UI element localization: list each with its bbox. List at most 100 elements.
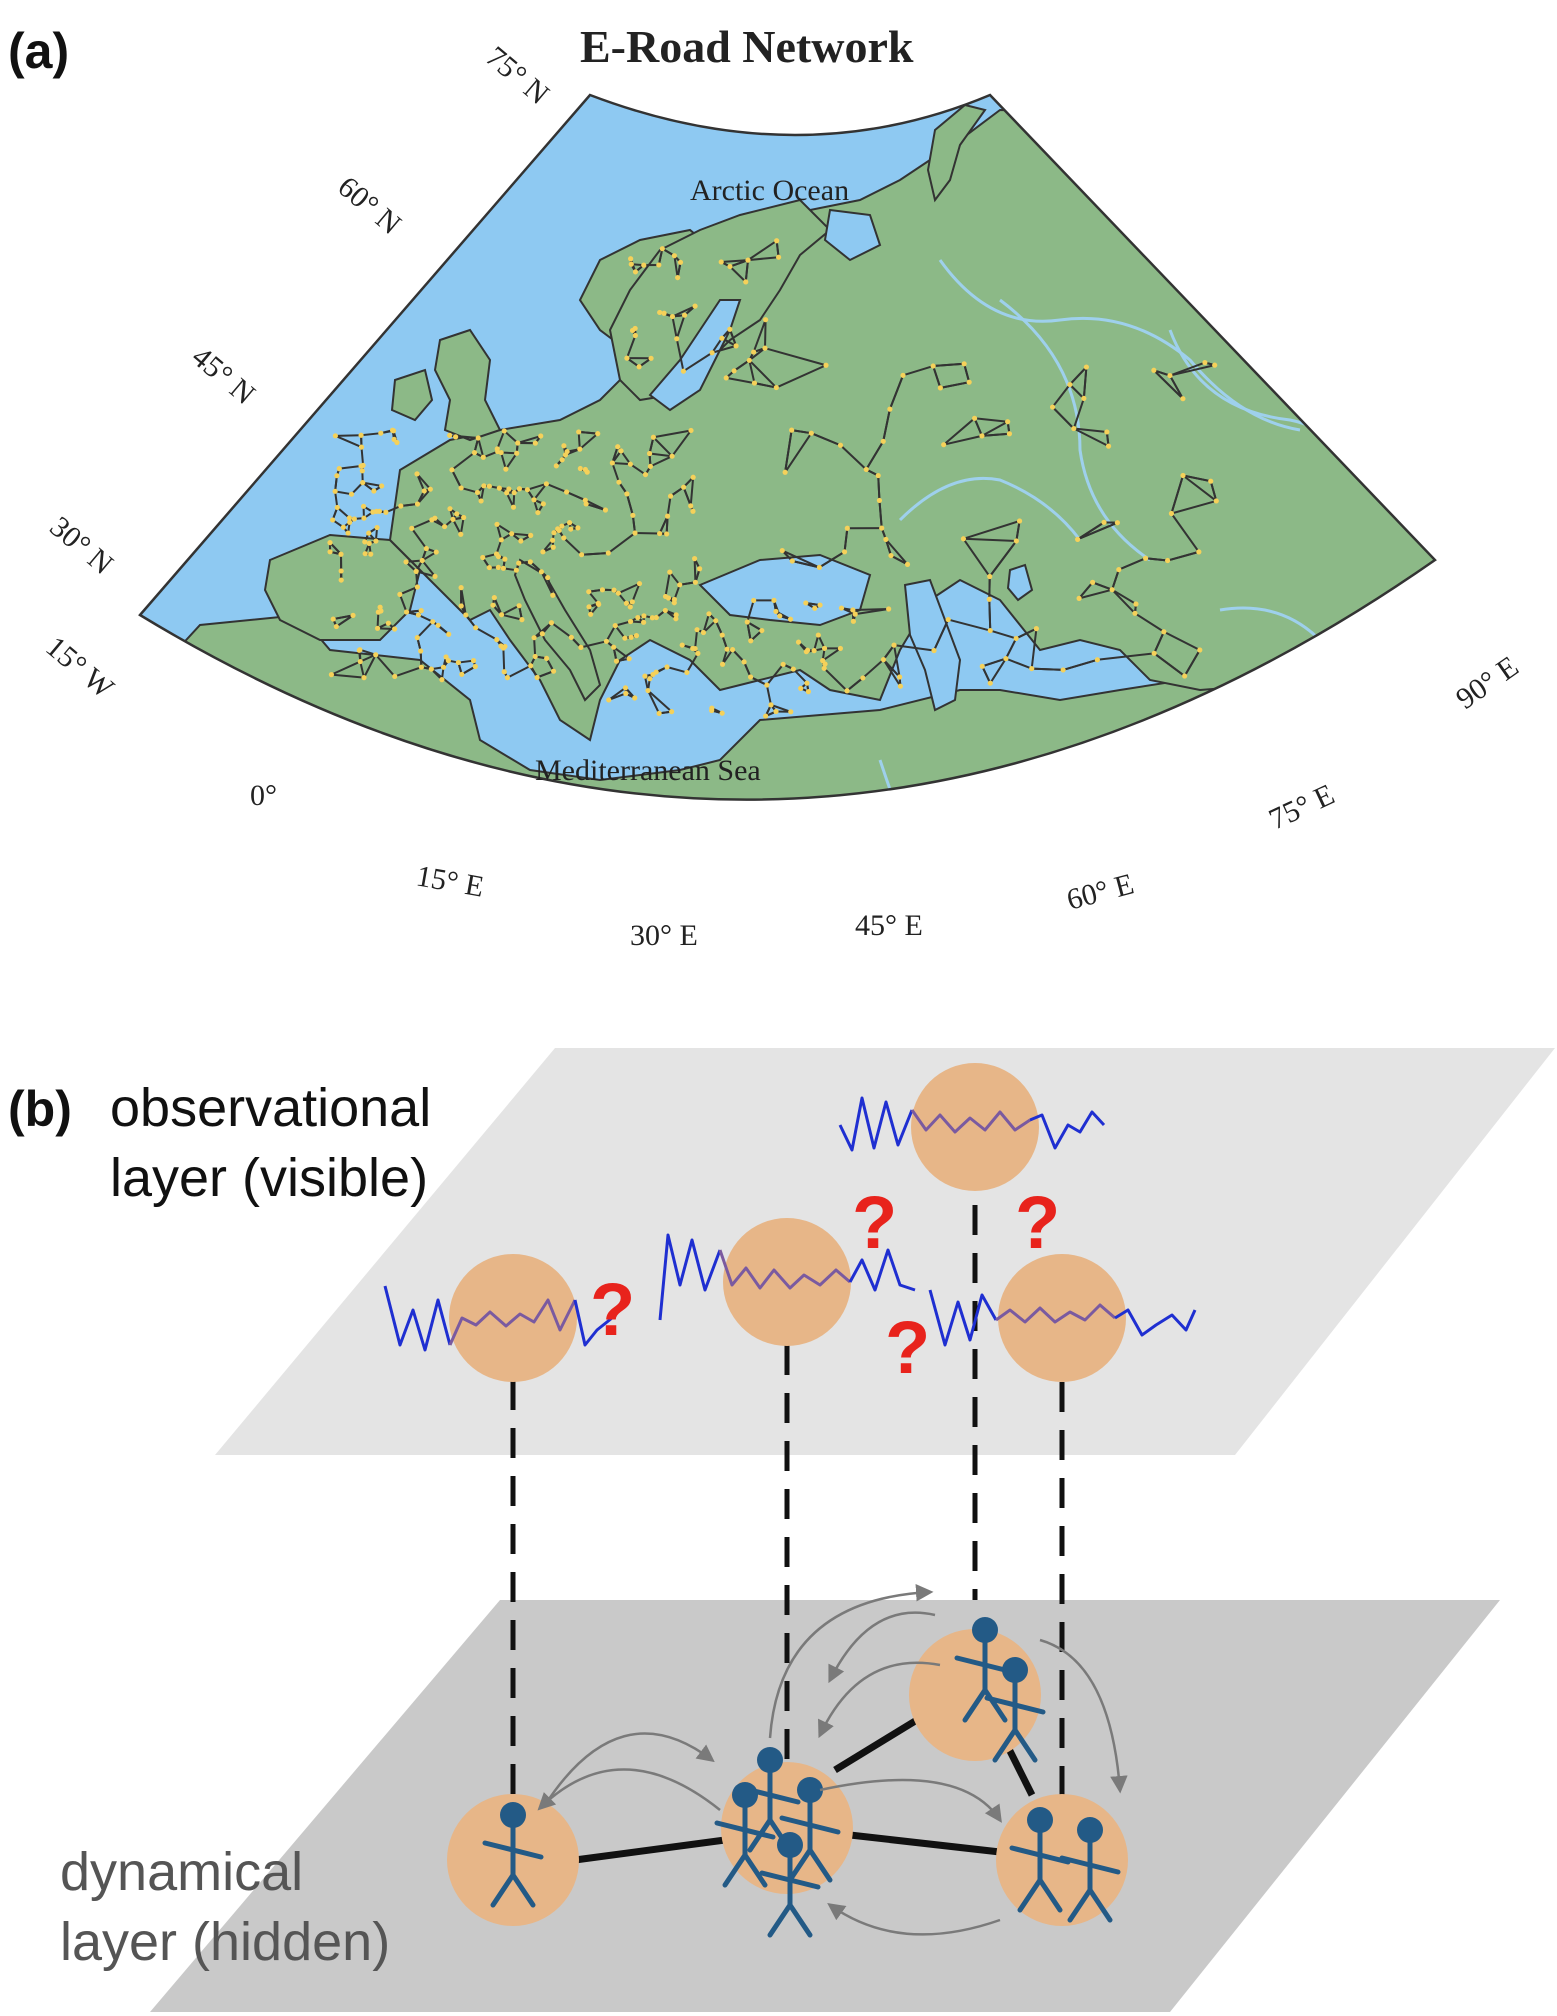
road-node xyxy=(568,526,574,532)
road-node xyxy=(495,448,501,455)
road-segment xyxy=(536,670,555,679)
road-segment xyxy=(545,482,568,494)
road-node xyxy=(502,556,508,562)
road-node xyxy=(414,635,420,641)
road-segment xyxy=(336,506,351,519)
road-node xyxy=(879,525,885,531)
road-node xyxy=(340,524,346,530)
road-segment xyxy=(893,644,936,652)
road-node xyxy=(498,643,504,649)
road-node xyxy=(656,262,662,268)
road-node xyxy=(713,618,719,624)
road-segment xyxy=(384,505,402,514)
road-segment xyxy=(1015,627,1038,640)
road-node xyxy=(615,444,621,450)
road-node xyxy=(532,440,538,446)
road-node xyxy=(432,515,438,521)
road-segment xyxy=(376,627,396,630)
road-segment xyxy=(981,665,992,685)
road-node xyxy=(330,616,336,622)
road-node xyxy=(632,695,638,701)
road-node xyxy=(897,683,903,689)
road-node xyxy=(330,517,336,523)
road-segment xyxy=(932,362,966,368)
road-node xyxy=(549,537,556,543)
road-node xyxy=(1142,555,1149,561)
road-node xyxy=(622,635,628,641)
road-segment xyxy=(625,492,634,517)
road-segment xyxy=(746,599,755,623)
lon-label-30e: 30° E xyxy=(630,919,698,952)
road-node xyxy=(516,486,523,492)
road-segment xyxy=(733,359,751,372)
road-node xyxy=(812,605,818,611)
lon-label-15w: 15° W xyxy=(40,630,121,705)
road-node xyxy=(441,523,448,530)
road-segment xyxy=(989,657,1007,685)
road-segment xyxy=(431,620,450,636)
road-node xyxy=(1075,536,1081,542)
road-node xyxy=(398,503,404,509)
road-segment xyxy=(496,523,503,541)
road-segment xyxy=(500,451,507,471)
road-segment xyxy=(398,593,408,614)
road-segment xyxy=(504,452,518,471)
road-node xyxy=(439,677,445,683)
road-segment xyxy=(607,686,627,701)
road-node xyxy=(432,573,438,579)
road-node xyxy=(327,540,333,546)
road-node xyxy=(528,663,534,669)
road-segment xyxy=(882,408,891,443)
road-segment xyxy=(421,551,438,562)
road-node xyxy=(850,607,856,613)
road-node xyxy=(461,514,467,521)
road-segment xyxy=(889,554,909,566)
road-segment xyxy=(1078,588,1114,600)
road-node xyxy=(653,614,659,621)
road-segment xyxy=(843,527,849,553)
road-node xyxy=(338,568,344,574)
signal-4-inner xyxy=(995,1303,1116,1324)
road-node xyxy=(559,523,565,529)
map-frame xyxy=(138,93,1437,801)
road-node xyxy=(453,434,459,440)
road-node xyxy=(472,663,478,670)
road-node xyxy=(677,582,683,588)
road-node xyxy=(470,658,477,664)
road-segment xyxy=(988,539,1018,578)
road-segment xyxy=(415,570,437,578)
road-node xyxy=(684,669,690,676)
road-node xyxy=(1005,419,1011,425)
road-segment xyxy=(882,658,901,678)
road-node xyxy=(1133,601,1139,607)
road-segment xyxy=(496,429,506,450)
road-node xyxy=(697,566,703,572)
road-node xyxy=(501,669,507,675)
road-node xyxy=(368,551,374,557)
road-node xyxy=(414,501,421,507)
road-node xyxy=(837,442,844,448)
road-node xyxy=(495,564,501,570)
road-segment xyxy=(666,495,672,518)
road-node xyxy=(486,483,492,489)
road-node xyxy=(945,616,951,623)
road-node xyxy=(606,697,612,703)
road-node xyxy=(371,488,377,494)
ocean-label-arctic: Arctic Ocean xyxy=(690,174,849,207)
road-segment xyxy=(769,703,792,713)
road-segment xyxy=(682,486,692,507)
road-node xyxy=(815,632,821,638)
road-segment xyxy=(1062,658,1099,671)
road-node xyxy=(669,313,676,320)
road-segment xyxy=(668,571,681,586)
road-node xyxy=(447,432,453,438)
road-node xyxy=(627,461,634,467)
road-segment xyxy=(877,474,881,502)
signal-3-inner xyxy=(910,1109,1031,1134)
road-node xyxy=(379,483,385,489)
road-node xyxy=(1013,538,1019,544)
road-segment xyxy=(1153,630,1165,655)
road-segment xyxy=(410,518,433,530)
road-node xyxy=(455,659,461,666)
